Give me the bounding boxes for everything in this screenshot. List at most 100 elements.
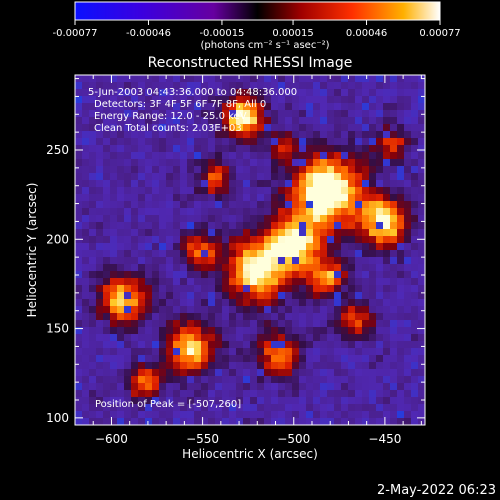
image-pixel: [299, 320, 307, 328]
image-pixel: [89, 418, 97, 426]
image-pixel: [222, 201, 230, 209]
image-pixel: [285, 285, 293, 293]
image-pixel: [250, 145, 258, 153]
image-pixel: [271, 117, 279, 125]
image-pixel: [306, 75, 314, 83]
image-pixel: [152, 257, 160, 265]
image-pixel: [222, 348, 230, 356]
image-pixel: [124, 194, 132, 202]
image-pixel: [383, 397, 391, 405]
image-pixel: [348, 96, 356, 104]
image-pixel: [278, 236, 286, 244]
image-pixel: [215, 110, 223, 118]
image-pixel: [96, 159, 104, 167]
image-pixel: [390, 362, 398, 370]
image-pixel: [390, 173, 398, 181]
image-pixel: [103, 173, 111, 181]
image-pixel: [131, 369, 139, 377]
image-pixel: [201, 236, 209, 244]
image-pixel: [222, 390, 230, 398]
image-pixel: [124, 306, 132, 314]
image-pixel: [250, 96, 258, 104]
image-pixel: [236, 362, 244, 370]
image-pixel: [131, 243, 139, 251]
image-pixel: [411, 187, 419, 195]
image-pixel: [152, 320, 160, 328]
image-pixel: [355, 103, 363, 111]
image-pixel: [131, 355, 139, 363]
image-pixel: [376, 292, 384, 300]
image-pixel: [383, 257, 391, 265]
image-pixel: [82, 376, 90, 384]
image-pixel: [194, 397, 202, 405]
image-pixel: [110, 110, 118, 118]
image-pixel: [222, 362, 230, 370]
image-pixel: [278, 334, 286, 342]
image-pixel: [418, 138, 426, 146]
image-pixel: [201, 383, 209, 391]
image-pixel: [404, 145, 412, 153]
image-pixel: [299, 194, 307, 202]
image-pixel: [131, 411, 139, 419]
image-pixel: [159, 348, 167, 356]
image-pixel: [173, 376, 181, 384]
image-pixel: [89, 299, 97, 307]
image-pixel: [306, 348, 314, 356]
image-pixel: [404, 341, 412, 349]
image-pixel: [348, 138, 356, 146]
image-pixel: [299, 313, 307, 321]
image-pixel: [383, 285, 391, 293]
image-pixel: [383, 292, 391, 300]
image-pixel: [208, 89, 216, 97]
image-pixel: [418, 264, 426, 272]
image-pixel: [397, 355, 405, 363]
image-pixel: [257, 285, 265, 293]
image-pixel: [103, 264, 111, 272]
image-pixel: [271, 383, 279, 391]
image-pixel: [376, 334, 384, 342]
image-pixel: [264, 145, 272, 153]
image-pixel: [411, 222, 419, 230]
image-pixel: [292, 96, 300, 104]
image-pixel: [236, 187, 244, 195]
image-pixel: [222, 418, 230, 426]
image-pixel: [369, 117, 377, 125]
image-pixel: [173, 208, 181, 216]
image-pixel: [96, 278, 104, 286]
image-pixel: [229, 341, 237, 349]
image-pixel: [362, 145, 370, 153]
image-pixel: [411, 355, 419, 363]
image-pixel: [208, 208, 216, 216]
image-pixel: [285, 397, 293, 405]
image-pixel: [320, 89, 328, 97]
image-pixel: [166, 313, 174, 321]
image-pixel: [201, 257, 209, 265]
image-pixel: [215, 201, 223, 209]
image-pixel: [383, 236, 391, 244]
image-pixel: [180, 292, 188, 300]
image-pixel: [243, 397, 251, 405]
image-pixel: [180, 89, 188, 97]
image-pixel: [229, 306, 237, 314]
image-pixel: [131, 292, 139, 300]
image-pixel: [334, 229, 342, 237]
image-pixel: [75, 327, 83, 335]
image-pixel: [159, 306, 167, 314]
image-pixel: [96, 285, 104, 293]
image-pixel: [320, 418, 328, 426]
image-pixel: [390, 355, 398, 363]
image-pixel: [215, 103, 223, 111]
image-pixel: [145, 152, 153, 160]
image-pixel: [166, 117, 174, 125]
image-pixel: [131, 390, 139, 398]
image-pixel: [390, 103, 398, 111]
image-pixel: [82, 299, 90, 307]
image-pixel: [180, 257, 188, 265]
image-pixel: [110, 313, 118, 321]
image-pixel: [75, 215, 83, 223]
image-pixel: [278, 404, 286, 412]
image-pixel: [159, 299, 167, 307]
image-pixel: [124, 96, 132, 104]
image-pixel: [124, 292, 132, 300]
image-pixel: [82, 75, 90, 83]
